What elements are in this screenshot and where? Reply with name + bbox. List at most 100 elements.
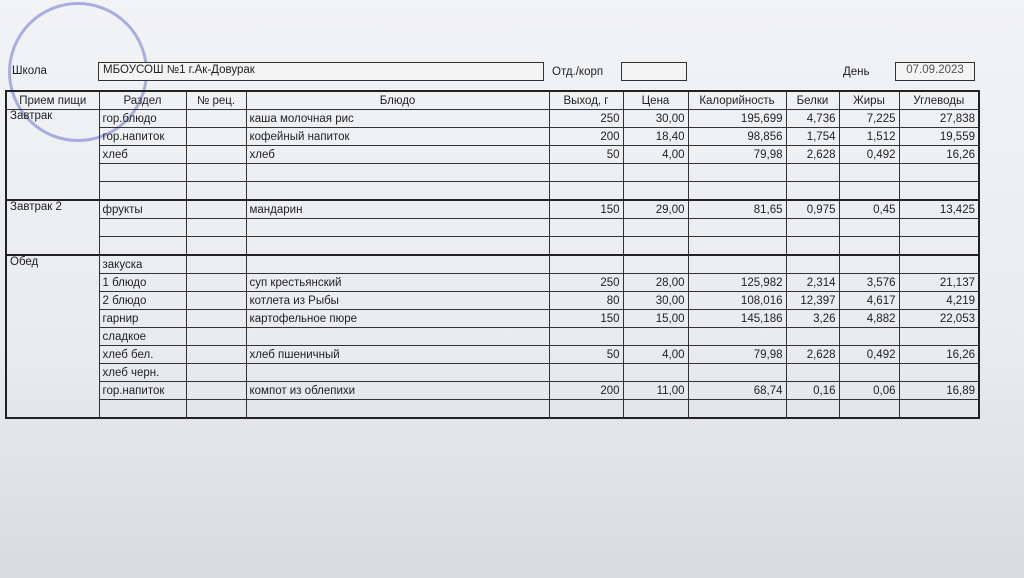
dish-cell [245,236,550,256]
kcal-cell [687,399,787,419]
carbs-cell: 22,053 [898,309,980,328]
fat-cell [838,363,900,382]
kcal-cell [687,254,787,274]
kcal-cell: 79,98 [687,145,787,164]
dish-cell: кофейный напиток [245,127,550,146]
section-cell: гор.напиток [98,381,187,400]
dish-cell: каша молочная рис [245,109,550,128]
meal-cell: Завтрак [5,109,100,201]
section-cell: хлеб [98,145,187,164]
recipe-cell [185,345,247,364]
header-row: Прием пищи Раздел № рец. Блюдо Выход, г Цена К… [5,90,980,110]
carbs-cell: 16,26 [898,345,980,364]
dish-cell [245,327,550,346]
kcal-cell [687,163,787,182]
fat-cell: 0,492 [838,145,900,164]
kcal-cell: 108,016 [687,291,787,310]
table-row: хлеб бел. хлеб пшеничный 50 4,00 79,98 2,628 0… [6,345,980,364]
fat-cell [838,181,900,201]
column-header: Цена [622,90,689,110]
meal-cell: Обед [5,254,100,419]
price-cell: 18,40 [622,127,689,146]
dish-cell [245,181,550,201]
protein-cell: 2,628 [785,345,840,364]
protein-cell [785,181,840,201]
column-header: Углеводы [898,90,980,110]
column-header: № рец. [185,90,247,110]
fat-cell: 3,576 [838,273,900,292]
kcal-cell [687,327,787,346]
protein-cell [785,399,840,419]
kcal-cell: 125,982 [687,273,787,292]
protein-cell [785,327,840,346]
fat-cell: 1,512 [838,127,900,146]
price-cell [622,181,689,201]
dish-cell: хлеб [245,145,550,164]
menu-table: Прием пищи Раздел № рец. Блюдо Выход, г Цена К… [5,90,980,419]
section-cell: гарнир [98,309,187,328]
kcal-cell: 195,699 [687,109,787,128]
fat-cell [838,327,900,346]
school-name: МБОУСОШ №1 г.Ак-Довурак [98,62,544,81]
fat-cell [838,236,900,256]
protein-cell: 2,314 [785,273,840,292]
table-row [6,218,980,237]
column-header: Блюдо [245,90,550,110]
section-cell [98,163,187,182]
price-cell [622,254,689,274]
fat-cell: 4,882 [838,309,900,328]
kcal-cell: 145,186 [687,309,787,328]
price-cell: 30,00 [622,291,689,310]
table-row: 1 блюдо суп крестьянский 250 28,00 125,982 2,… [6,273,980,292]
section-cell [98,181,187,201]
yield-cell [548,218,624,237]
table-row: гор.напиток кофейный напиток 200 18,40 98,85… [6,127,980,146]
school-label: Школа [12,65,47,77]
kcal-cell: 98,856 [687,127,787,146]
recipe-cell [185,145,247,164]
section-cell: хлеб черн. [98,363,187,382]
section-cell: фрукты [98,199,187,219]
protein-cell [785,254,840,274]
dish-cell: суп крестьянский [245,273,550,292]
yield-cell: 200 [548,381,624,400]
fat-cell: 4,617 [838,291,900,310]
yield-cell: 250 [548,273,624,292]
recipe-cell [185,236,247,256]
protein-cell [785,218,840,237]
price-cell [622,327,689,346]
table-row [6,236,980,256]
carbs-cell [898,181,980,201]
protein-cell: 0,975 [785,199,840,219]
dept-label: Отд./корп [552,66,604,78]
kcal-cell [687,218,787,237]
price-cell: 30,00 [622,109,689,128]
table-row: 2 блюдо котлета из Рыбы 80 30,00 108,016 12,3… [6,291,980,310]
column-header: Раздел [98,90,187,110]
date: 07.09.2023 [895,62,975,81]
protein-cell [785,236,840,256]
table-row: Завтрак 2 фрукты мандарин 150 29,00 81,65 0,97… [5,199,980,256]
dish-cell [245,254,550,274]
table-row: Завтрак гор.блюдо каша молочная рис 250 30,0… [5,109,980,201]
dish-cell: котлета из Рыбы [245,291,550,310]
recipe-cell [185,399,247,419]
table-row: Обед закуска [5,254,980,419]
kcal-cell [687,363,787,382]
protein-cell: 2,628 [785,145,840,164]
fat-cell [838,399,900,419]
price-cell: 15,00 [622,309,689,328]
section-cell: 1 блюдо [98,273,187,292]
price-cell: 4,00 [622,145,689,164]
dish-cell: мандарин [245,199,550,219]
dish-cell: компот из облепихи [245,381,550,400]
recipe-cell [185,254,247,274]
carbs-cell [898,163,980,182]
table-row: хлеб хлеб 50 4,00 79,98 2,628 0,492 16,26 [6,145,980,164]
yield-cell: 50 [548,345,624,364]
carbs-cell: 19,559 [898,127,980,146]
dish-cell [245,399,550,419]
recipe-cell [185,327,247,346]
table-row: гор.напиток компот из облепихи 200 11,00 68,… [6,381,980,400]
